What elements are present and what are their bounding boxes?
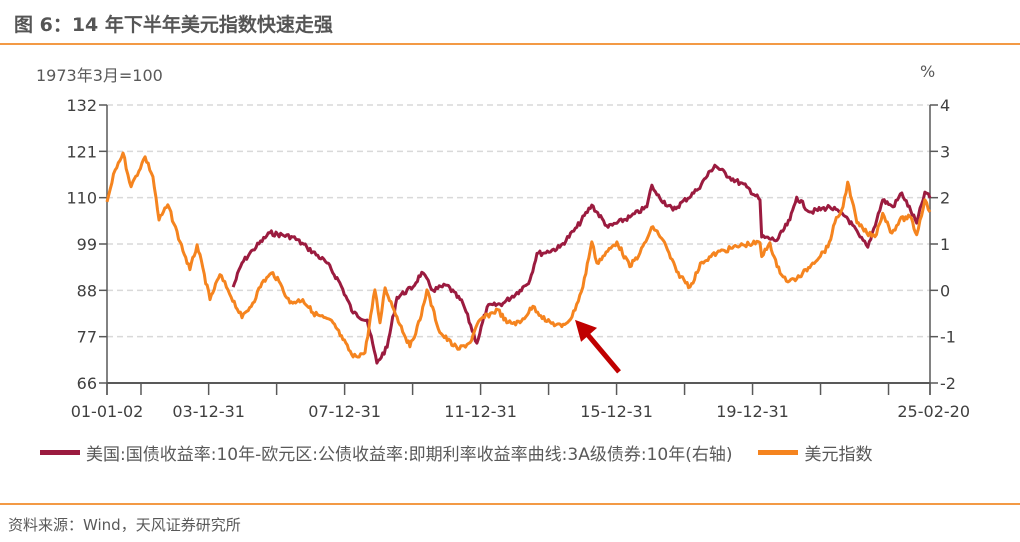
legend-swatch-spread	[40, 450, 80, 455]
plot-area: 132 4 121 3 110 2 99 1 88 0 77 -1 66 -2 01-01-02 03-12-…	[66, 96, 970, 421]
legend: 美国:国债收益率:10年-欧元区:公债收益率:即期利率收益率曲线:3A级债券:1…	[40, 440, 872, 465]
legend-label-dxy: 美元指数	[804, 445, 873, 465]
x-tick-label: 03-12-31	[172, 402, 245, 421]
y-right-tick-label: -2	[940, 374, 956, 393]
series-line-dollar-index	[105, 151, 932, 359]
left-axis-unit: 1973年3月=100	[36, 66, 163, 85]
annotation-arrow-shaft	[585, 332, 621, 374]
y-left-tick-label: 121	[66, 142, 97, 161]
y-right-tick-label: 3	[940, 142, 950, 161]
x-tick-label: 07-12-31	[308, 402, 381, 421]
y-left-tick-label: 99	[77, 235, 97, 254]
footer-divider	[0, 503, 1020, 505]
y-right-tick-label: 1	[940, 235, 950, 254]
y-right-tick-label: 4	[940, 96, 950, 115]
y-left-tick-label: 77	[77, 328, 97, 347]
y-left-tick-label: 110	[66, 189, 97, 208]
y-left-tick-label: 132	[66, 96, 97, 115]
x-tick-label: 25-02-20	[897, 402, 970, 421]
title-divider	[0, 43, 1020, 45]
source-note: 资料来源：Wind，天风证券研究所	[8, 516, 241, 534]
x-tick-label: 11-12-31	[444, 402, 517, 421]
y-left-tick-label: 66	[77, 374, 97, 393]
legend-swatch-dxy	[758, 450, 799, 455]
y-right-tick-label: 0	[940, 281, 950, 300]
x-tick-label: 19-12-31	[716, 402, 789, 421]
figure-title: 图 6：14 年下半年美元指数快速走强	[14, 14, 333, 36]
series-line-yield-spread	[231, 163, 932, 365]
x-tick-label: 01-01-02	[71, 402, 144, 421]
legend-label-spread: 美国:国债收益率:10年-欧元区:公债收益率:即期利率收益率曲线:3A级债券:1…	[86, 445, 733, 465]
x-tick-label: 15-12-31	[580, 402, 653, 421]
right-axis-unit: %	[920, 62, 936, 81]
annotation-arrow-head	[575, 319, 598, 342]
y-left-tick-label: 88	[77, 281, 97, 300]
y-right-tick-label: 2	[940, 189, 950, 208]
y-right-tick-label: -1	[940, 328, 956, 347]
